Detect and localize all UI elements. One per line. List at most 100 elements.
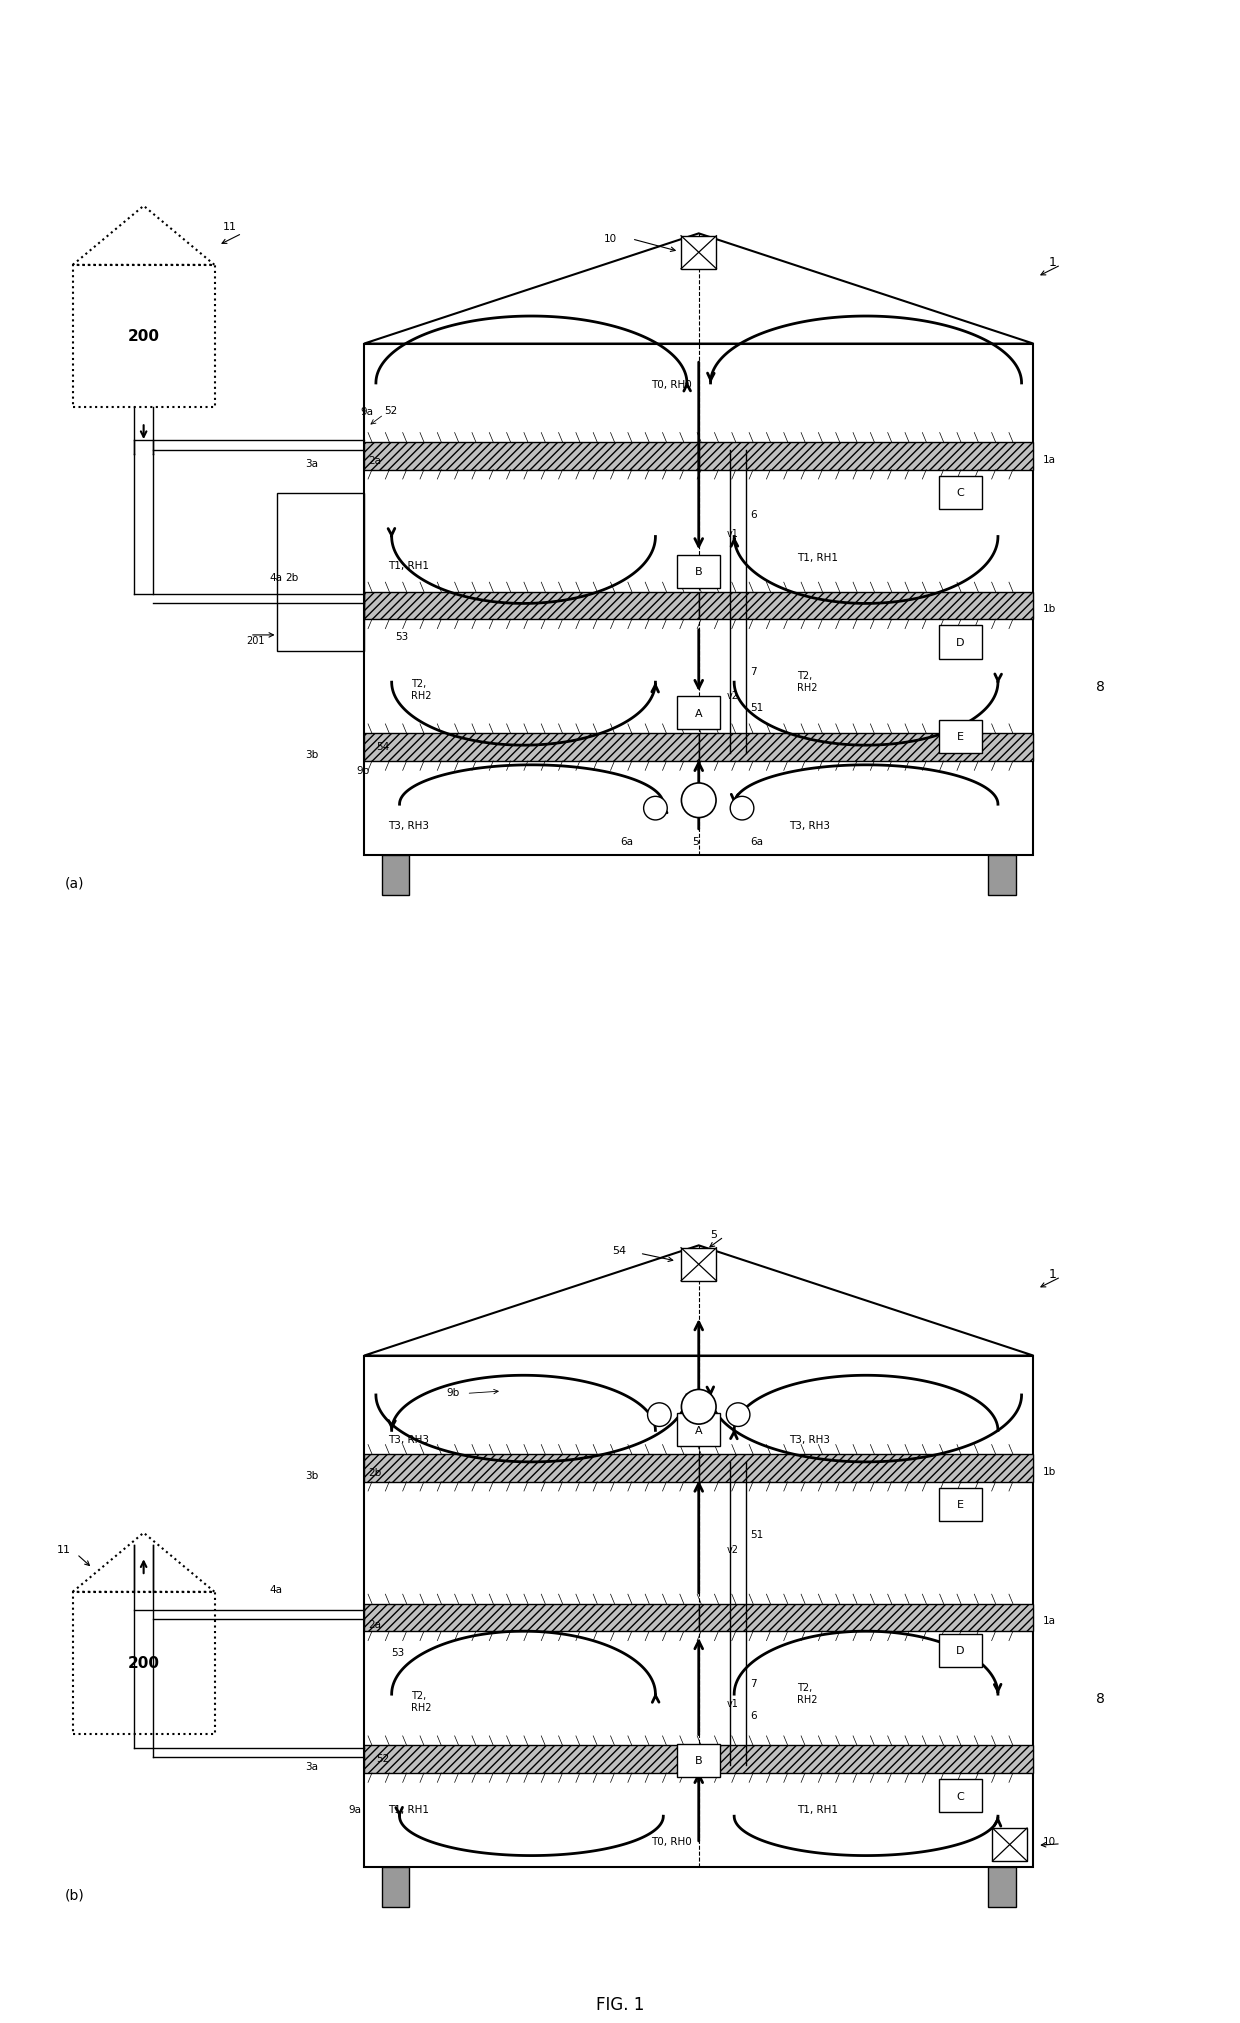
- Text: T2,
RH2: T2, RH2: [412, 1691, 432, 1711]
- Text: 200: 200: [128, 1655, 160, 1671]
- Bar: [677, 1744, 720, 1776]
- Bar: [365, 1746, 698, 1772]
- Text: 1a: 1a: [1043, 1616, 1055, 1626]
- Text: (b): (b): [64, 1887, 84, 1902]
- Text: 201: 201: [246, 635, 264, 645]
- Circle shape: [647, 1404, 671, 1426]
- Text: T2,
RH2: T2, RH2: [797, 672, 817, 692]
- Text: T1, RH1: T1, RH1: [388, 1805, 429, 1815]
- Text: 4a: 4a: [269, 573, 283, 583]
- Text: 8: 8: [1096, 680, 1105, 694]
- Circle shape: [730, 797, 754, 821]
- Text: v2: v2: [727, 690, 738, 700]
- Text: 54: 54: [376, 742, 389, 753]
- Text: 53: 53: [396, 631, 409, 641]
- Bar: [365, 734, 698, 761]
- Text: 3b: 3b: [305, 751, 319, 759]
- Text: T0, RH0: T0, RH0: [651, 1835, 692, 1845]
- Text: B: B: [694, 566, 703, 577]
- Text: T1, RH1: T1, RH1: [388, 560, 429, 570]
- Text: C: C: [957, 488, 965, 498]
- Text: T0, RH0: T0, RH0: [651, 380, 692, 390]
- Bar: [677, 1414, 720, 1446]
- Text: 11: 11: [222, 223, 237, 233]
- Text: 200: 200: [128, 330, 160, 344]
- Text: A: A: [694, 708, 703, 718]
- Bar: [992, 1829, 1027, 1861]
- Bar: [698, 1604, 1033, 1631]
- Text: (a): (a): [64, 876, 84, 890]
- Text: 2a: 2a: [368, 455, 381, 465]
- Bar: [939, 1780, 982, 1813]
- Text: T1, RH1: T1, RH1: [797, 1805, 838, 1815]
- Text: T3, RH3: T3, RH3: [388, 1434, 429, 1444]
- Text: 8: 8: [1096, 1691, 1105, 1705]
- Bar: [988, 1867, 1016, 1908]
- Bar: [939, 1489, 982, 1521]
- Text: B: B: [694, 1756, 703, 1766]
- Text: 1b: 1b: [1043, 605, 1056, 615]
- Text: 9b: 9b: [356, 765, 370, 775]
- Text: v1: v1: [727, 1697, 738, 1707]
- Text: T3, RH3: T3, RH3: [388, 821, 429, 829]
- Text: 7: 7: [750, 668, 756, 678]
- Text: 5: 5: [711, 1230, 718, 1240]
- Text: E: E: [957, 732, 963, 742]
- Text: v1: v1: [727, 530, 738, 540]
- Text: T2,
RH2: T2, RH2: [412, 680, 432, 700]
- Bar: [698, 1455, 1033, 1481]
- Text: 51: 51: [750, 1529, 763, 1540]
- Bar: [698, 593, 1033, 619]
- Bar: [677, 556, 720, 589]
- Text: E: E: [957, 1499, 963, 1509]
- Circle shape: [682, 783, 715, 817]
- Bar: [365, 443, 698, 469]
- Text: 9a: 9a: [348, 1805, 361, 1815]
- Bar: [698, 734, 1033, 761]
- Bar: [677, 698, 720, 730]
- Text: D: D: [956, 1645, 965, 1655]
- Text: 2a: 2a: [368, 1620, 381, 1629]
- Bar: [73, 1592, 215, 1734]
- Text: 9a: 9a: [360, 407, 373, 417]
- Circle shape: [727, 1404, 750, 1426]
- Text: 4a: 4a: [269, 1584, 283, 1594]
- Text: T2,
RH2: T2, RH2: [797, 1683, 817, 1703]
- Bar: [698, 443, 1033, 469]
- Text: 9b: 9b: [446, 1388, 460, 1398]
- Bar: [382, 1867, 409, 1908]
- Bar: [382, 856, 409, 896]
- Bar: [278, 494, 365, 651]
- Text: 3a: 3a: [305, 1762, 317, 1770]
- Bar: [939, 1635, 982, 1667]
- Bar: [939, 627, 982, 659]
- Bar: [365, 593, 698, 619]
- Text: 1: 1: [1049, 255, 1056, 269]
- Bar: [681, 237, 717, 269]
- Text: 6: 6: [750, 1709, 756, 1720]
- Text: 6: 6: [750, 510, 756, 520]
- Text: 11: 11: [57, 1546, 71, 1554]
- Bar: [698, 1746, 1033, 1772]
- Text: 5: 5: [692, 835, 699, 846]
- Text: 10: 10: [604, 235, 618, 245]
- Text: 2b: 2b: [285, 573, 299, 583]
- Text: A: A: [694, 1424, 703, 1434]
- Text: 51: 51: [750, 702, 763, 712]
- Bar: [365, 1604, 698, 1631]
- Text: 3b: 3b: [305, 1471, 319, 1481]
- Text: T3, RH3: T3, RH3: [790, 821, 831, 829]
- Text: T3, RH3: T3, RH3: [790, 1434, 831, 1444]
- Text: 6a: 6a: [750, 835, 763, 846]
- Text: 54: 54: [613, 1246, 626, 1256]
- Text: FIG. 1: FIG. 1: [595, 1995, 645, 2013]
- Text: 2b: 2b: [368, 1467, 381, 1477]
- Text: 10: 10: [1043, 1835, 1056, 1845]
- Text: 1a: 1a: [1043, 455, 1055, 465]
- Text: 7: 7: [750, 1679, 756, 1689]
- Text: 52: 52: [376, 1754, 389, 1764]
- Bar: [939, 720, 982, 755]
- Bar: [681, 1248, 717, 1281]
- Bar: [988, 856, 1016, 896]
- Bar: [365, 344, 1033, 856]
